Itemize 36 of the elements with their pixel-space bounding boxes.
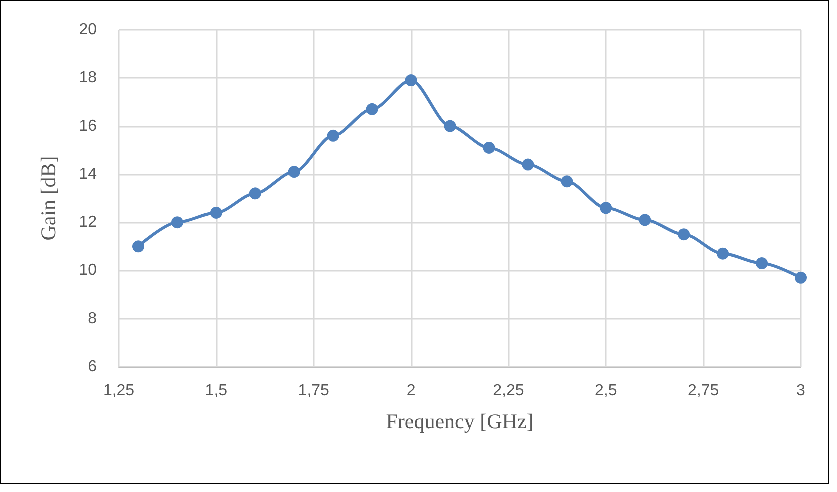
point	[483, 142, 496, 154]
point	[249, 188, 262, 200]
point	[795, 272, 807, 284]
y-tick-label: 10	[79, 262, 98, 280]
x-tick-label: 1,75	[298, 382, 330, 400]
point	[171, 216, 184, 229]
y-tick-label: 18	[79, 70, 98, 87]
x-tick-label: 3	[796, 382, 806, 400]
point	[600, 202, 612, 214]
x-tick-label: 2,25	[493, 382, 524, 400]
x-tick-label: 2,5	[595, 382, 618, 400]
x-tick-label: 2,75	[688, 382, 720, 400]
y-tick-label: 8	[88, 310, 98, 328]
x-tick-label: 1,25	[103, 382, 135, 400]
point	[639, 214, 652, 226]
point	[405, 74, 418, 87]
point	[444, 120, 456, 132]
point	[288, 166, 300, 178]
y-tick-label: 16	[79, 118, 98, 135]
point	[678, 228, 690, 241]
y-tick-label: 6	[88, 358, 98, 376]
x-axis-title: Frequency [GHz]	[386, 410, 534, 434]
point	[756, 257, 768, 270]
point	[522, 158, 534, 171]
point	[561, 176, 574, 188]
point	[132, 240, 144, 253]
x-tick-label: 2	[406, 382, 416, 400]
y-tick-label: 20	[79, 22, 98, 38]
point	[210, 206, 222, 219]
point	[717, 248, 730, 260]
point	[366, 103, 378, 116]
y-tick-label: 12	[79, 214, 98, 232]
y-tick-label: 14	[79, 166, 98, 183]
y-axis-title: Gain [dB]	[36, 156, 60, 241]
x-tick-label: 1,5	[205, 382, 228, 400]
point	[327, 130, 340, 142]
